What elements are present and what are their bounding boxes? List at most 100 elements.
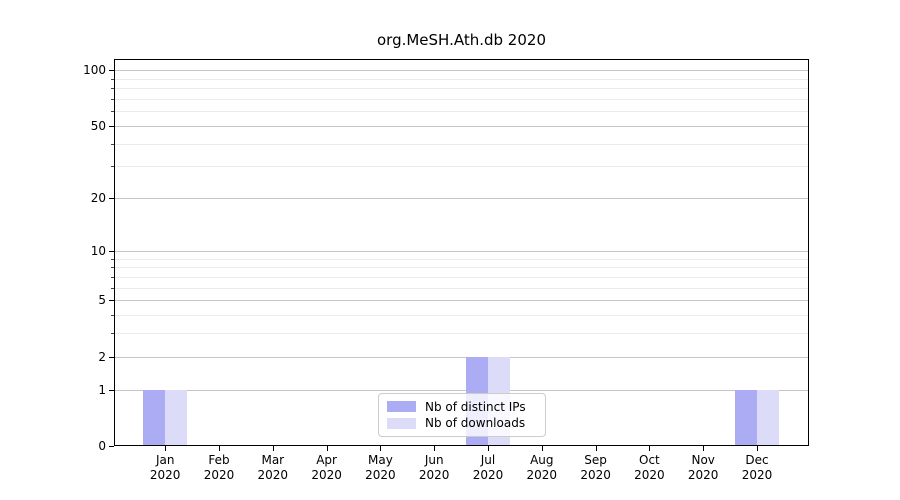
- x-tick-month: May: [367, 453, 393, 467]
- x-tick-year: 2020: [526, 468, 558, 482]
- legend-item-downloads: Nb of downloads: [387, 416, 537, 430]
- y-tick-label: 0: [98, 439, 106, 453]
- y-major-tick: [109, 356, 114, 358]
- x-tick-month: Nov: [691, 453, 715, 467]
- x-tick-label: Aug 2020: [510, 453, 574, 483]
- x-tick: [165, 446, 167, 451]
- y-minor-gridline: [114, 111, 809, 113]
- y-tick-label: 20: [90, 191, 106, 206]
- x-tick-label: Jul 2020: [456, 453, 520, 483]
- x-tick-month: Apr: [316, 453, 337, 467]
- y-minor-gridline: [114, 287, 809, 289]
- x-tick-year: 2020: [580, 468, 611, 482]
- x-tick-month: Oct: [639, 453, 660, 467]
- bar-downloads: [165, 389, 188, 446]
- x-tick-year: 2020: [741, 468, 773, 482]
- x-tick-year: 2020: [472, 468, 504, 482]
- plot-area: Nb of distinct IPs Nb of downloads 0 1 2 5 1…: [83, 59, 809, 482]
- x-tick-label: Dec 2020: [725, 453, 789, 483]
- x-tick-year: 2020: [203, 468, 235, 482]
- x-tick-month: Jul: [480, 453, 496, 467]
- y-minor-gridline: [114, 88, 809, 90]
- x-tick-label: Apr 2020: [295, 453, 359, 483]
- y-major-gridline: [114, 70, 809, 72]
- x-tick-year: 2020: [418, 468, 450, 482]
- legend-item-distinct-ips: Nb of distinct IPs: [387, 400, 537, 414]
- legend: Nb of distinct IPs Nb of downloads: [378, 393, 546, 437]
- x-tick: [649, 446, 651, 451]
- x-tick: [380, 446, 382, 451]
- y-major-tick: [109, 300, 114, 302]
- x-tick-label: Oct 2020: [617, 453, 681, 483]
- bar-downloads: [757, 389, 779, 446]
- legend-label-distinct-ips: Nb of distinct IPs: [425, 399, 526, 414]
- x-tick-month: Mar: [261, 453, 285, 467]
- axes-spines: [114, 59, 809, 446]
- x-tick-label: Jun 2020: [402, 453, 466, 483]
- y-major-tick: [109, 389, 114, 391]
- y-major-gridline: [114, 389, 809, 391]
- y-minor-gridline: [114, 276, 809, 278]
- legend-label-downloads: Nb of downloads: [425, 416, 526, 431]
- y-minor-gridline: [114, 98, 809, 100]
- x-tick-year: 2020: [149, 468, 181, 482]
- y-minor-tick: [111, 88, 114, 90]
- y-tick-label: 2: [98, 349, 106, 364]
- x-tick-label: Sep 2020: [564, 453, 628, 483]
- y-minor-tick: [111, 333, 114, 335]
- y-minor-tick: [111, 267, 114, 269]
- y-major-tick: [109, 446, 114, 447]
- y-minor-gridline: [114, 78, 809, 80]
- y-major-tick: [109, 250, 114, 252]
- x-tick-label: Mar 2020: [241, 453, 305, 483]
- y-major-tick: [109, 198, 114, 200]
- x-tick-year: 2020: [311, 468, 342, 482]
- x-tick: [541, 446, 543, 451]
- bar-distinct-ips: [143, 389, 166, 446]
- y-minor-tick: [111, 111, 114, 113]
- x-tick-year: 2020: [687, 468, 719, 482]
- y-minor-tick: [111, 143, 114, 145]
- y-minor-tick: [111, 78, 114, 80]
- y-minor-tick: [111, 276, 114, 278]
- y-minor-tick: [111, 258, 114, 260]
- x-tick-label: Feb 2020: [187, 453, 251, 483]
- x-tick-month: Jun: [424, 453, 444, 467]
- x-tick-month: Dec: [745, 453, 769, 467]
- y-major-tick: [109, 70, 114, 72]
- x-tick: [219, 446, 220, 451]
- x-tick-year: 2020: [634, 468, 665, 482]
- y-minor-tick: [111, 98, 114, 100]
- y-minor-gridline: [114, 166, 809, 168]
- y-minor-gridline: [114, 267, 809, 269]
- x-tick: [595, 446, 597, 451]
- x-tick: [326, 446, 328, 451]
- y-major-gridline: [114, 300, 809, 302]
- y-tick-label: 1: [98, 382, 106, 397]
- y-minor-tick: [111, 166, 114, 168]
- x-tick-label: Nov 2020: [671, 453, 735, 483]
- x-tick-month: Jan: [155, 453, 175, 467]
- x-tick-month: Sep: [584, 453, 607, 467]
- y-minor-gridline: [114, 333, 809, 335]
- y-tick-label: 10: [90, 243, 106, 258]
- x-tick-month: Aug: [530, 453, 554, 467]
- y-minor-gridline: [114, 143, 809, 145]
- x-tick-month: Feb: [208, 453, 230, 467]
- y-major-gridline: [114, 198, 809, 200]
- x-tick: [757, 446, 758, 451]
- y-minor-gridline: [114, 258, 809, 260]
- x-tick: [488, 446, 489, 451]
- x-tick: [272, 446, 274, 451]
- chart-title: org.MeSH.Ath.db 2020: [377, 31, 546, 49]
- legend-swatch-distinct-ips: [387, 401, 416, 413]
- x-tick: [703, 446, 705, 451]
- bar-distinct-ips: [735, 389, 757, 446]
- x-tick-label: Jan 2020: [133, 453, 197, 483]
- x-tick: [434, 446, 436, 451]
- y-minor-tick: [111, 287, 114, 289]
- y-major-gridline: [114, 250, 809, 252]
- x-tick-year: 2020: [365, 468, 396, 482]
- y-minor-gridline: [114, 314, 809, 316]
